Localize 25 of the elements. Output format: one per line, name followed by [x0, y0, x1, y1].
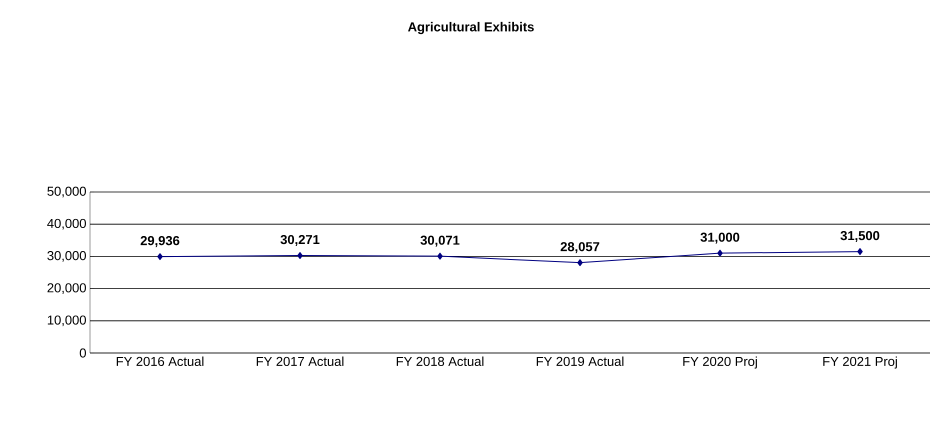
point [577, 259, 583, 266]
data-label: 30,271 [280, 234, 320, 246]
point [437, 252, 443, 260]
x-tick-label: FY 2020 Proj [683, 356, 757, 369]
point [157, 253, 163, 260]
x-tick-label: FY 2021 Proj [823, 356, 897, 369]
point [297, 252, 303, 260]
x-tick-label: FY 2018 Actual [396, 356, 484, 366]
y-tick-label: 40,000 [47, 218, 86, 230]
y-tick-label: 50,000 [47, 186, 86, 198]
point [717, 250, 723, 257]
y-tick-label: 0 [80, 348, 86, 358]
chart-title: Agricultural Exhibits [408, 22, 534, 34]
x-tick-label: FY 2016 Actual [116, 356, 204, 366]
y-tick-label: 10,000 [48, 315, 86, 326]
data-label: 31,000 [700, 232, 740, 244]
data-label: 28,057 [560, 242, 600, 254]
point [857, 248, 863, 256]
x-tick-label: FY 2017 Actual [256, 356, 344, 366]
y-tick-label: 30,000 [47, 251, 86, 262]
y-tick-label: 20,000 [48, 283, 86, 294]
data-label: 29,936 [140, 236, 180, 248]
data-label: 30,071 [420, 236, 460, 247]
data-label: 31,500 [840, 231, 880, 242]
x-tick-label: FY 2019 Actual [536, 356, 624, 366]
